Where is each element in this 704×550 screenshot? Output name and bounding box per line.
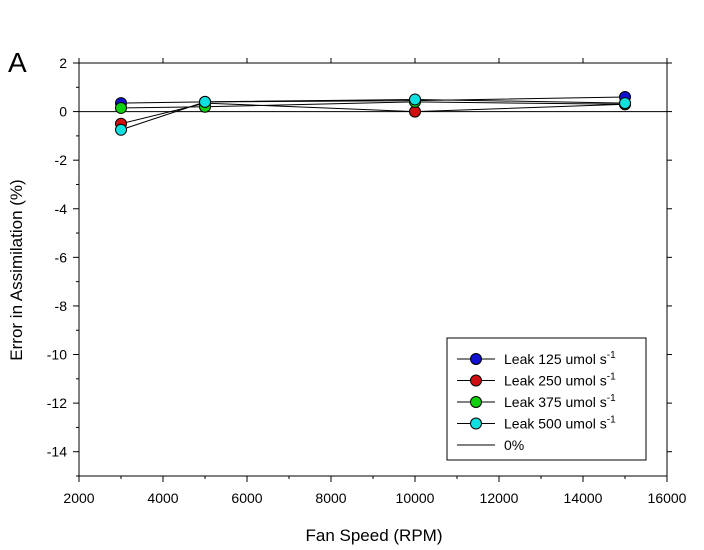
x-tick-label: 4000 [147, 490, 178, 506]
data-point [199, 95, 211, 108]
y-tick-label: -14 [47, 444, 67, 460]
x-tick-label: 8000 [315, 490, 346, 506]
x-tick-label: 10000 [396, 490, 435, 506]
y-tick-label: -12 [47, 395, 67, 411]
series-line [120, 98, 626, 131]
x-tick-label: 6000 [231, 490, 262, 506]
data-point [115, 101, 127, 114]
y-tick-label: -4 [55, 201, 68, 217]
legend: Leak 125 umol s-1 Leak 250 umol s-1 Leak 3… [446, 337, 647, 461]
series-line [120, 96, 626, 104]
series-line [120, 101, 626, 109]
x-tick-label: 14000 [564, 490, 603, 506]
y-tick-label: 2 [59, 55, 67, 71]
legend-label-superscript: -1 [607, 350, 616, 361]
legend-label-superscript: -1 [607, 393, 616, 404]
data-point [115, 123, 127, 136]
y-tick-label: 0 [59, 104, 67, 120]
legend-label: 0% [504, 437, 524, 453]
data-point [409, 93, 421, 106]
legend-marker [470, 396, 482, 408]
x-tick-label: 2000 [63, 490, 94, 506]
x-tick-label: 12000 [480, 490, 519, 506]
legend-marker [470, 374, 482, 387]
legend-label: Leak 500 umol s-1 [504, 415, 616, 432]
y-tick-label: -8 [55, 298, 68, 314]
legend-label: Leak 125 umol s-1 [504, 350, 616, 367]
y-tick-label: -6 [55, 249, 68, 265]
panel-label: A [8, 47, 27, 78]
legend-marker [470, 417, 482, 430]
plot-area: 2 0 -2 -4 -6 -8 -10 -12 -14 2000 4000 6000 8000 10000… [47, 55, 687, 506]
y-tick-label: -2 [55, 152, 68, 168]
y-axis-label: Error in Assimilation (%) [7, 179, 26, 360]
legend-label-superscript: -1 [607, 372, 616, 383]
data-point [619, 97, 631, 110]
legend-label: Leak 375 umol s-1 [504, 393, 616, 410]
legend-label: Leak 250 umol s-1 [504, 372, 616, 389]
series-line [120, 102, 626, 125]
y-tick-label: -10 [47, 347, 67, 363]
legend-marker [470, 353, 482, 365]
x-tick-label: 16000 [648, 490, 687, 506]
legend-label-superscript: -1 [607, 415, 616, 426]
x-axis-label: Fan Speed (RPM) [306, 526, 443, 545]
